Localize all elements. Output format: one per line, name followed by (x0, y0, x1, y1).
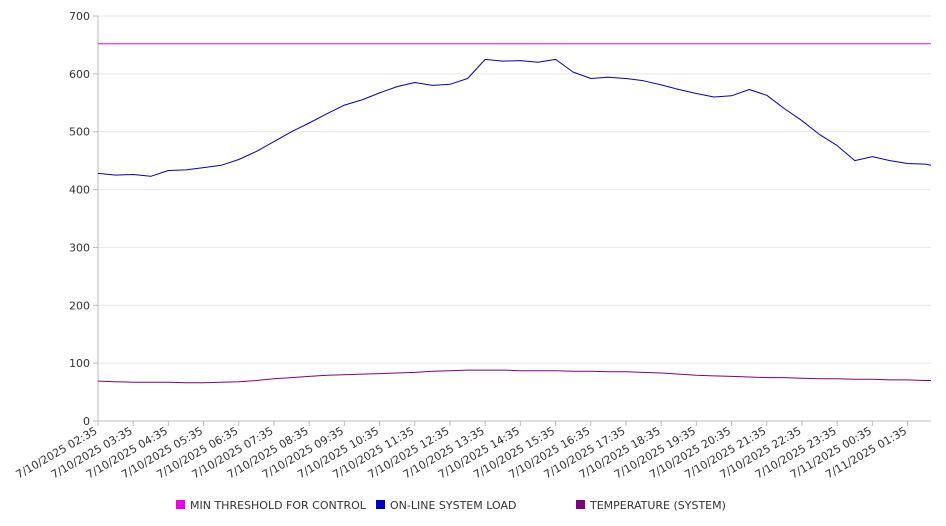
series-line-system-load (97, 58, 932, 177)
legend-swatch-min-threshold (176, 500, 185, 509)
legend-label-min-threshold: MIN THRESHOLD FOR CONTROL (190, 499, 367, 512)
y-tick-label: 200 (69, 299, 90, 312)
legend-swatch-system-load (376, 500, 385, 509)
legend: MIN THRESHOLD FOR CONTROL ON-LINE SYSTEM… (176, 499, 726, 512)
y-tick-label: 500 (69, 126, 90, 139)
series-line-temperature (97, 369, 931, 384)
y-tick-label: 400 (69, 184, 90, 197)
x-tick-labels: 7/10/2025 02:357/10/2025 03:357/10/2025 … (14, 424, 909, 481)
y-tick-label: 700 (69, 10, 90, 23)
legend-label-temperature: TEMPERATURE (SYSTEM) (589, 499, 726, 512)
legend-swatch-temperature (576, 500, 585, 509)
y-tick-label: 100 (69, 357, 90, 370)
y-tick-label: 600 (69, 68, 90, 81)
series-lines (97, 43, 932, 384)
y-tick-labels: 0 100 200 300 400 500 600 700 (69, 10, 90, 428)
grid-lines (93, 15, 931, 426)
legend-item-min-threshold[interactable]: MIN THRESHOLD FOR CONTROL (176, 499, 367, 512)
axes (97, 16, 931, 422)
legend-item-system-load[interactable]: ON-LINE SYSTEM LOAD (376, 499, 516, 512)
legend-label-system-load: ON-LINE SYSTEM LOAD (390, 499, 516, 512)
y-tick-label: 300 (69, 241, 90, 254)
legend-item-temperature[interactable]: TEMPERATURE (SYSTEM) (576, 499, 726, 512)
y-tick-label: 0 (83, 415, 90, 428)
